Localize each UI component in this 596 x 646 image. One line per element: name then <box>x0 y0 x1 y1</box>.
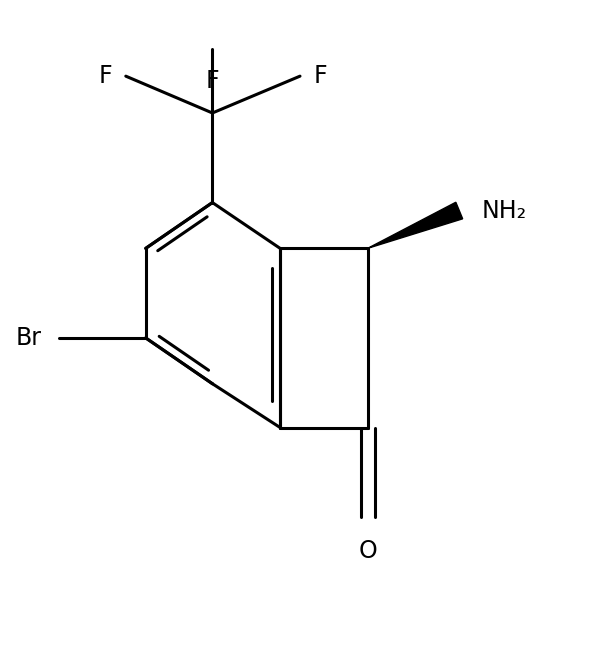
Text: NH₂: NH₂ <box>481 198 526 222</box>
Text: F: F <box>314 64 328 88</box>
Polygon shape <box>368 202 462 248</box>
Text: O: O <box>358 539 377 563</box>
Text: Br: Br <box>15 326 41 350</box>
Text: F: F <box>98 64 112 88</box>
Text: F: F <box>206 69 219 93</box>
